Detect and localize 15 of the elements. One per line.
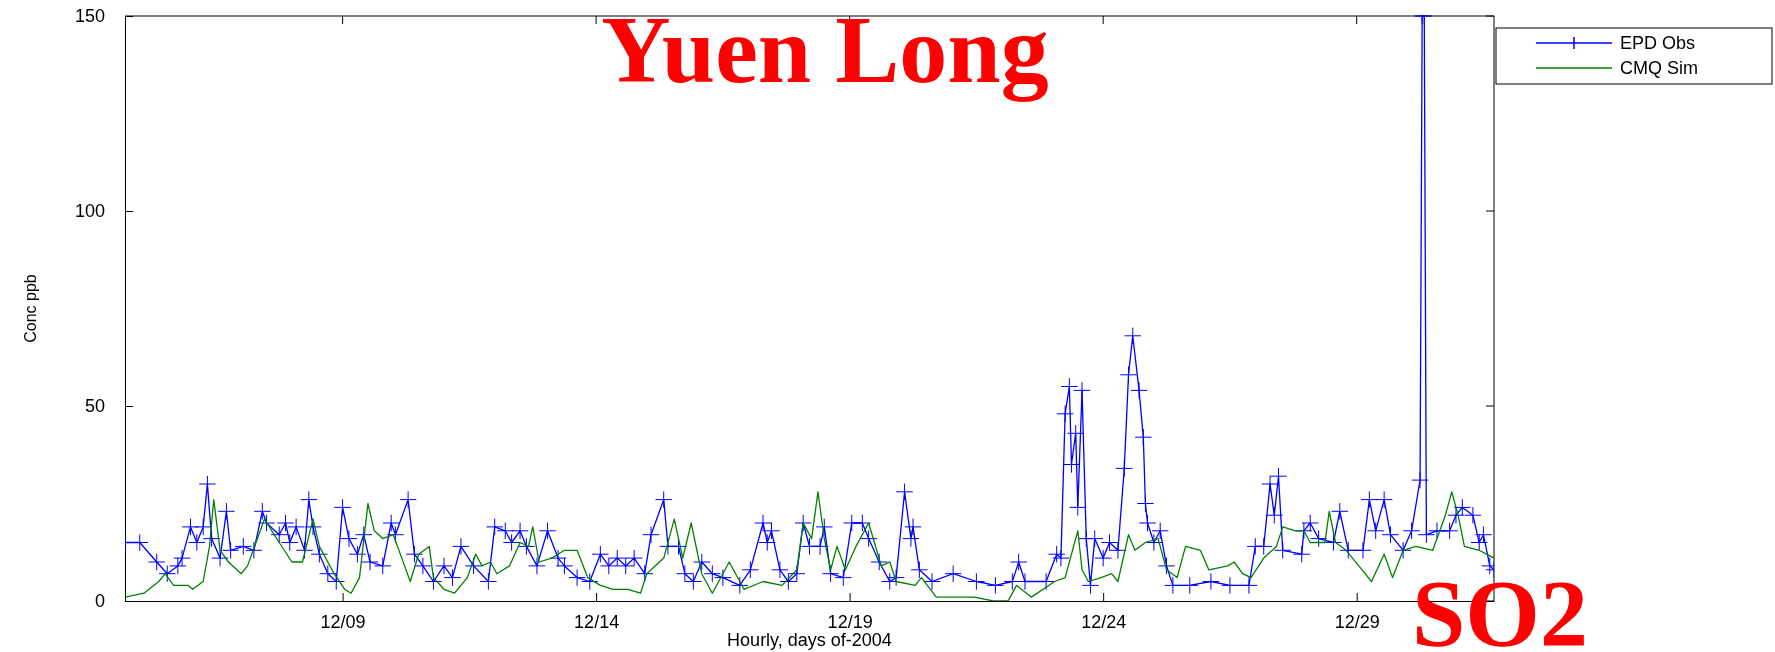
x-tick-label: 12/14 (574, 611, 620, 632)
x-tick-label: 12/29 (1334, 611, 1380, 632)
annotation: Yuen Long (601, 0, 1049, 103)
y-tick-label: 50 (84, 396, 105, 417)
x-tick-label: 12/09 (320, 611, 366, 632)
legend-label: CMQ Sim (1620, 58, 1698, 78)
y-axis-title: Conc ppb (22, 274, 39, 343)
x-axis-title: Hourly, days of-2004 (727, 630, 892, 650)
legend-label: EPD Obs (1620, 33, 1696, 53)
y-tick-label: 100 (74, 201, 105, 222)
y-tick-label: 0 (94, 591, 105, 612)
annotation: SO2 (1411, 560, 1589, 652)
y-tick-label: 150 (74, 6, 105, 27)
x-tick-label: 12/24 (1081, 611, 1127, 632)
x-tick-label: 12/19 (827, 611, 873, 632)
